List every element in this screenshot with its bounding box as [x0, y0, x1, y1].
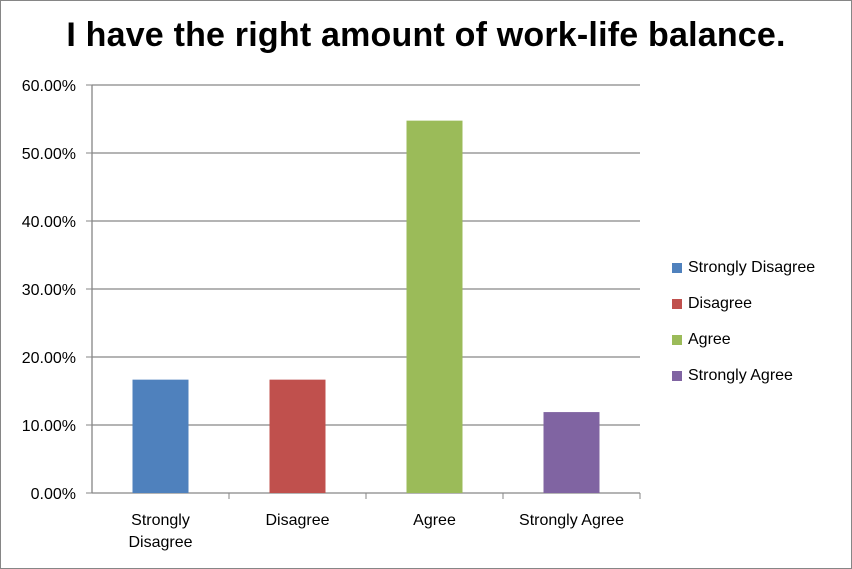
y-tick-label: 60.00% — [22, 78, 76, 95]
legend-item-strongly-disagree: Strongly Disagree — [672, 250, 815, 286]
legend-item-disagree: Disagree — [672, 286, 815, 322]
legend-item-agree: Agree — [672, 322, 815, 358]
x-tick-label: Disagree — [265, 512, 329, 529]
bar-strongly-disagree — [132, 379, 189, 493]
legend-label: Disagree — [688, 295, 753, 312]
y-tick-label: 0.00% — [31, 486, 76, 503]
y-tick-label: 30.00% — [22, 282, 76, 299]
x-tick-label-line: Disagree — [128, 534, 192, 551]
chart-title: I have the right amount of work-life bal… — [66, 16, 786, 54]
bar-strongly-agree — [543, 412, 600, 493]
x-tick-label-line: Strongly — [131, 512, 190, 529]
legend-item-strongly-agree: Strongly Agree — [672, 358, 815, 394]
y-tick-label: 50.00% — [22, 146, 76, 163]
bar-agree — [406, 120, 463, 493]
y-tick-label: 20.00% — [22, 350, 76, 367]
legend-label: Agree — [688, 331, 731, 348]
x-tick-label-line: Agree — [413, 512, 456, 529]
legend-swatch — [672, 335, 682, 345]
x-tick-label: Strongly Disagree — [128, 512, 192, 551]
legend-swatch — [672, 371, 682, 381]
legend-label: Strongly Disagree — [688, 259, 816, 276]
legend-swatch — [672, 299, 682, 309]
x-tick-label-line: Strongly Agree — [519, 512, 624, 529]
x-tick-label: Strongly Agree — [519, 512, 624, 529]
chart-legend: Strongly Disagree Disagree Agree Strongl… — [672, 250, 815, 394]
bar-disagree — [269, 379, 326, 493]
legend-swatch — [672, 263, 682, 273]
y-tick-label: 10.00% — [22, 418, 76, 435]
legend-label: Strongly Agree — [688, 367, 793, 384]
x-tick-label: Agree — [413, 512, 456, 529]
x-tick-label-line: Disagree — [265, 512, 329, 529]
y-tick-label: 40.00% — [22, 214, 76, 231]
